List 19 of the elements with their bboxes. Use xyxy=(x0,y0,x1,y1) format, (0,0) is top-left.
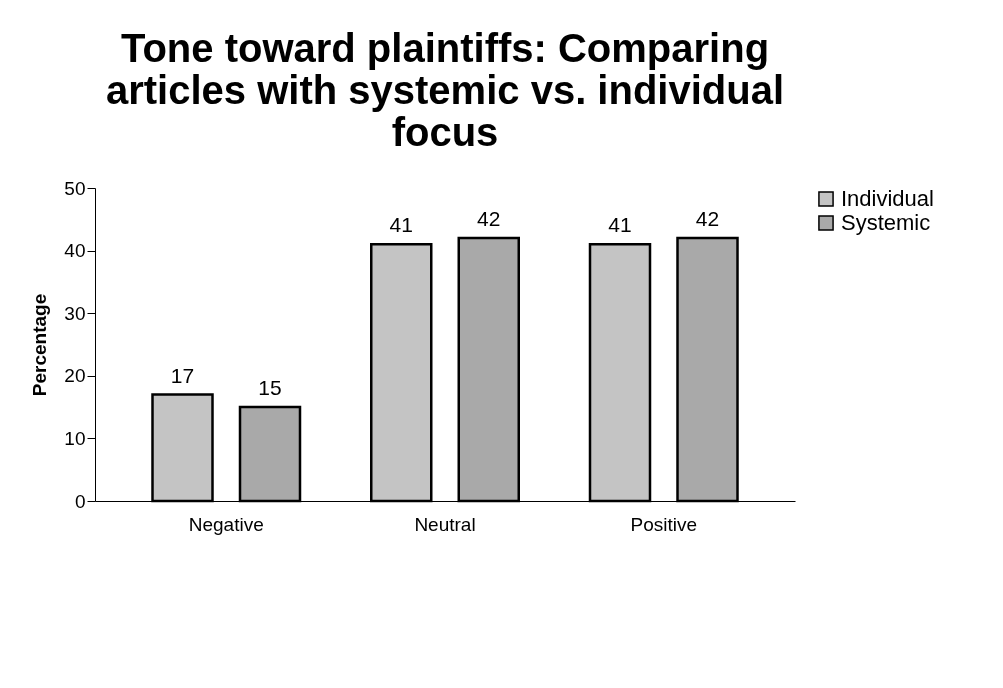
y-axis-title: Percentage xyxy=(29,293,51,397)
data-label: 41 xyxy=(389,213,413,237)
data-label: 15 xyxy=(258,376,282,400)
data-label: 42 xyxy=(477,207,501,231)
x-tick-label: Neutral xyxy=(414,513,476,535)
y-tick-label: 0 xyxy=(74,490,86,512)
data-label: 42 xyxy=(695,207,720,231)
data-label: 41 xyxy=(608,213,632,237)
y-tick-label: 40 xyxy=(64,240,86,262)
x-tick-label: Negative xyxy=(188,513,264,535)
y-tick-label: 20 xyxy=(64,365,86,387)
data-label: 17 xyxy=(170,363,195,387)
y-tick-label: 10 xyxy=(64,427,86,449)
legend-label: Individual xyxy=(841,186,934,211)
y-tick-label: 50 xyxy=(64,177,86,199)
x-tick-label: Positive xyxy=(630,513,698,535)
legend-label: Systemic xyxy=(841,210,931,235)
chart-title: Tone toward plaintiffs: Comparing articles with systemic vs. individual focus xyxy=(105,26,785,154)
y-tick-label: 30 xyxy=(64,302,86,324)
